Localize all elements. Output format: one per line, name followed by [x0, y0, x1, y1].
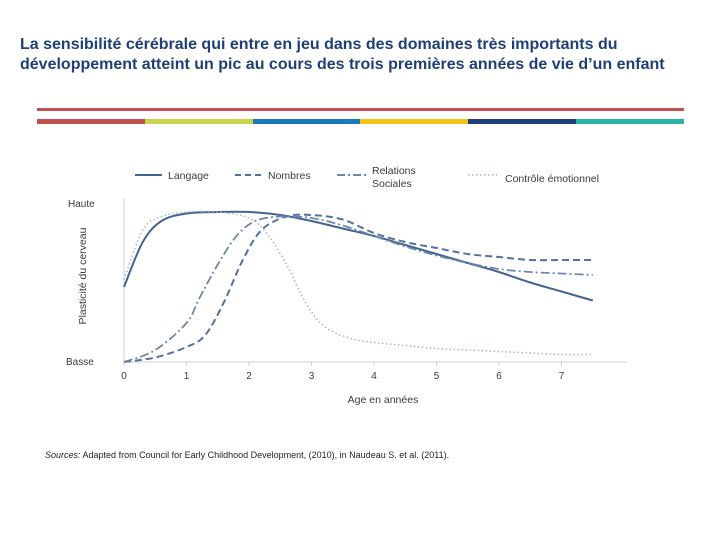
series-line-controle-emotionnel	[123, 210, 593, 356]
series-line-langage	[123, 210, 594, 302]
color-band-divider	[37, 119, 684, 124]
slide-title: La sensibilité cérébrale qui entre en je…	[20, 36, 665, 73]
y-axis-label: Plasticité du cerveau	[77, 227, 89, 324]
y-tick-label-low: Basse	[66, 357, 94, 368]
series-lines	[123, 210, 594, 363]
x-tick-label-2: 2	[246, 371, 252, 382]
x-tick-label-0: 0	[121, 371, 127, 382]
x-tick-label-4: 4	[371, 371, 377, 382]
x-tick-label-5: 5	[434, 371, 440, 382]
source-prefix: Sources:	[45, 450, 81, 460]
x-tick-label-7: 7	[559, 371, 565, 382]
color-band-segment-1	[37, 119, 145, 124]
series-line-relations-sociales	[123, 215, 593, 363]
x-tick-label-1: 1	[184, 371, 190, 382]
title-divider-line	[37, 108, 684, 111]
color-band-segment-3	[252, 119, 361, 124]
legend-label-langage: Langage	[168, 170, 209, 182]
legend-label-relations-line1: Relations	[372, 165, 416, 177]
color-band-segment-4	[360, 119, 469, 124]
legend-label-relations-line2: Sociales	[372, 178, 412, 190]
series-line-nombres	[123, 213, 593, 363]
legend-label-relations-sociales: Relations Sociales	[372, 165, 419, 190]
source-text: Adapted from Council for Early Childhood…	[80, 450, 450, 460]
source-note: Sources: Adapted from Council for Early …	[45, 450, 449, 460]
x-ticks: 0 1 2 3 4 5 6 7	[121, 362, 565, 382]
legend: Langage Nombres Relations Sociales Contr…	[135, 165, 599, 190]
x-axis-label: Age en années	[348, 394, 419, 406]
color-band-segment-2	[144, 119, 253, 124]
legend-label-controle-emotionnel: Contrôle émotionnel	[505, 173, 599, 185]
y-tick-label-high: Haute	[68, 199, 95, 210]
legend-label-nombres: Nombres	[268, 170, 311, 182]
color-band-segment-6	[576, 119, 684, 124]
axes: Plasticité du cerveau Haute Basse 0 1 2 3 4 5…	[66, 198, 627, 406]
x-tick-label-6: 6	[496, 371, 502, 382]
x-tick-label-3: 3	[309, 371, 315, 382]
color-band-segment-5	[468, 119, 577, 124]
